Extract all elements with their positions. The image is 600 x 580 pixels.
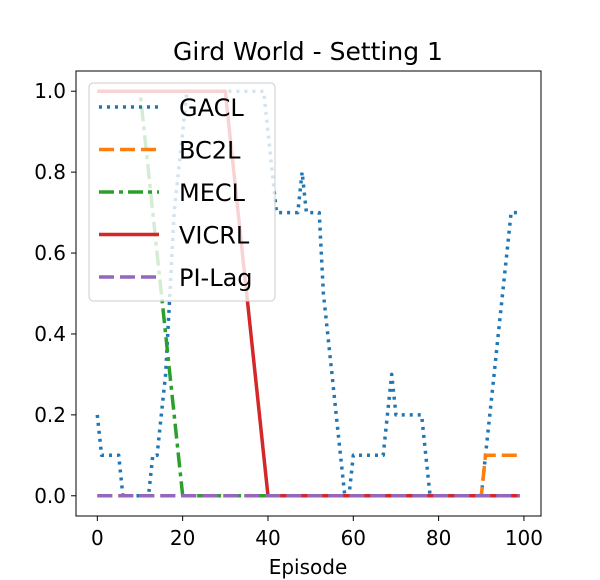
x-tick-label: 80 <box>426 526 451 550</box>
legend: GACL BC2L MECL VICRL PI-Lag <box>88 82 276 302</box>
plot-frame <box>75 70 542 517</box>
y-tick-label: 1.0 <box>34 79 66 103</box>
legend-label-pi-lag: PI-Lag <box>179 264 253 292</box>
y-axis: 0.0 0.2 0.4 0.6 0.8 1.0 <box>34 79 76 508</box>
x-tick-label: 40 <box>255 526 280 550</box>
legend-box <box>88 82 276 302</box>
x-tick-label: 60 <box>341 526 366 550</box>
x-tick-label: 20 <box>170 526 195 550</box>
legend-label-gacl: GACL <box>179 94 244 122</box>
y-tick-label: 0.0 <box>34 484 66 508</box>
legend-label-vicrl: VICRL <box>179 222 250 250</box>
y-tick-label: 0.6 <box>34 241 66 265</box>
y-tick-label: 0.8 <box>34 160 66 184</box>
x-tick-label: 100 <box>505 526 543 550</box>
y-tick-label: 0.4 <box>34 322 66 346</box>
legend-label-bc2l: BC2L <box>179 137 241 165</box>
chart-title: Gird World - Setting 1 <box>173 37 443 66</box>
x-tick-label: 0 <box>91 526 104 550</box>
x-axis-label: Episode <box>269 555 348 579</box>
x-axis: 0 20 40 60 80 100 <box>91 516 543 550</box>
y-tick-label: 0.2 <box>34 403 66 427</box>
legend-label-mecl: MECL <box>179 179 246 207</box>
series-line-bc2l <box>97 453 520 498</box>
